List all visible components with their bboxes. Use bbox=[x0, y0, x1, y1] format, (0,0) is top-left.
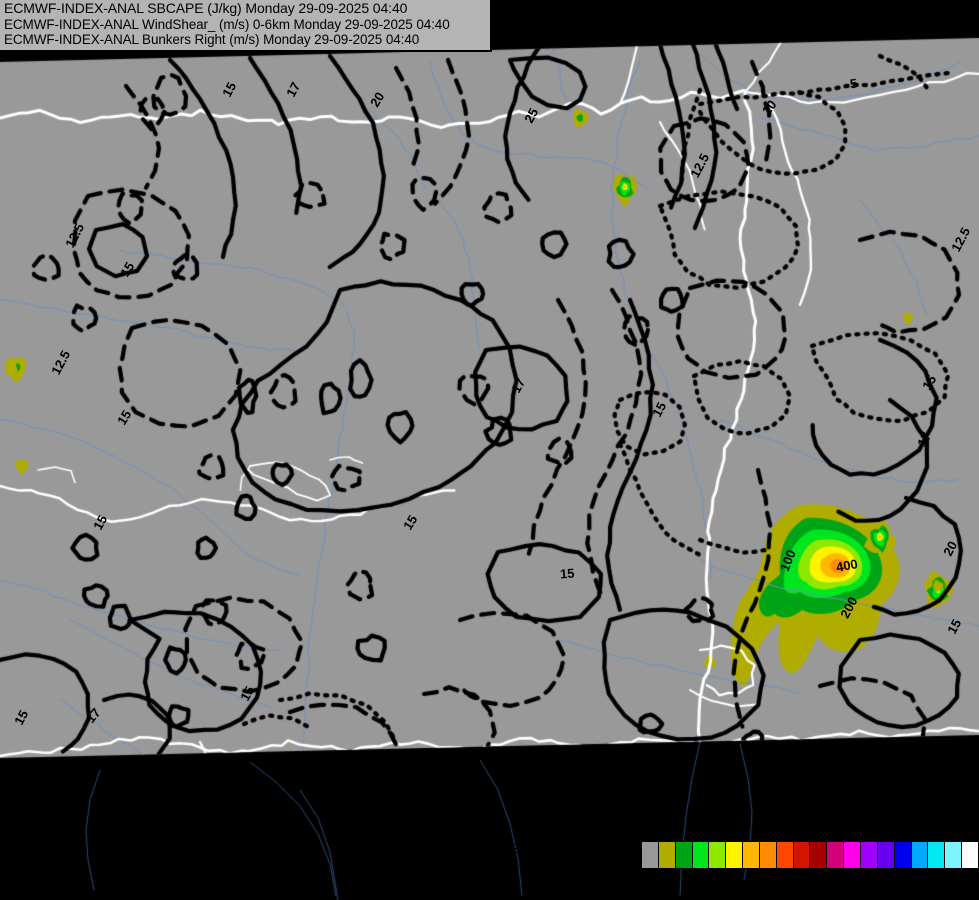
tick-mark bbox=[961, 869, 963, 874]
legend-swatch-500 bbox=[726, 842, 744, 868]
legend-bar-wrap: 100 300 500 700 900 1250 1750 2250 3000 5000 bbox=[641, 841, 979, 889]
legend-swatch-600 bbox=[743, 842, 760, 868]
legend-caption-model: ECMWF-INDEX-ANAL bbox=[509, 842, 637, 856]
tick-mark bbox=[792, 869, 794, 874]
legend-caption-param: CAPE bbox=[555, 856, 591, 871]
tick-label: 100 bbox=[647, 874, 669, 888]
legend-swatch-2000 bbox=[877, 842, 895, 868]
tick-mark bbox=[657, 869, 659, 874]
title-line-bunkers-right: ECMWF-INDEX-ANAL Bunkers Right (m/s) Mon… bbox=[4, 32, 420, 48]
legend-tick-700: 700 bbox=[749, 869, 770, 888]
legend-swatch-1750 bbox=[860, 842, 878, 868]
title-line-sbcape: ECMWF-INDEX-ANAL SBCAPE (J/kg) Monday 29… bbox=[4, 0, 408, 16]
tick-label: 3000 bbox=[914, 874, 943, 888]
tick-label: 5000 bbox=[948, 874, 976, 888]
legend-tick-1250: 1250 bbox=[813, 869, 841, 888]
legend-tick-2250: 2250 bbox=[880, 869, 909, 888]
legend-caption: ECMWF-INDEX-ANAL CAPE J/kg bbox=[508, 841, 638, 886]
tick-mark bbox=[826, 869, 828, 874]
legend-swatch-0 bbox=[642, 842, 659, 868]
tick-label: 900 bbox=[782, 874, 804, 888]
legend-swatch-2250 bbox=[894, 842, 912, 868]
tick-mark bbox=[927, 869, 929, 874]
legend-caption-units: J/kg bbox=[561, 871, 585, 885]
tick-mark bbox=[758, 869, 760, 874]
legend-tick-300: 300 bbox=[681, 869, 702, 888]
legend-swatch-400 bbox=[709, 842, 727, 868]
legend-swatch-1000 bbox=[810, 842, 828, 868]
legend-swatch-200 bbox=[675, 842, 693, 868]
legend-swatch-900 bbox=[793, 842, 811, 868]
legend-swatch-3000 bbox=[928, 842, 946, 868]
legend-tick-500: 500 bbox=[715, 869, 736, 888]
legend-swatch-800 bbox=[776, 842, 794, 868]
legend-swatch-1250 bbox=[827, 842, 845, 868]
tick-label: 1250 bbox=[812, 874, 841, 888]
cape-legend: ECMWF-INDEX-ANAL CAPE J/kg 100 300 500 700 9… bbox=[508, 841, 979, 889]
tick-mark bbox=[691, 869, 693, 874]
tick-mark bbox=[860, 869, 862, 874]
legend-tick-900: 900 bbox=[783, 869, 804, 888]
legend-tick-5000: 5000 bbox=[948, 869, 976, 888]
legend-tick-100: 100 bbox=[647, 869, 668, 888]
tick-label: 300 bbox=[681, 874, 703, 888]
tick-mark bbox=[724, 869, 726, 874]
legend-swatch-4000 bbox=[945, 842, 963, 868]
tick-label: 2250 bbox=[880, 874, 909, 888]
tick-label: 1750 bbox=[846, 874, 875, 888]
legend-swatch-5000 bbox=[962, 842, 978, 868]
legend-tick-3000: 3000 bbox=[914, 869, 942, 888]
title-line-windshear: ECMWF-INDEX-ANAL WindShear_ (m/s) 0-6km … bbox=[4, 16, 450, 32]
tick-label: 700 bbox=[748, 874, 770, 888]
legend-tick-1750: 1750 bbox=[847, 869, 875, 888]
legend-swatch-2500 bbox=[911, 842, 929, 868]
legend-swatch-700 bbox=[759, 842, 777, 868]
map-title-block: ECMWF-INDEX-ANAL SBCAPE (J/kg) Monday 29… bbox=[0, 0, 492, 52]
legend-swatch-300 bbox=[692, 842, 710, 868]
legend-tick-row: 100 300 500 700 900 1250 1750 2250 3000 5000 bbox=[641, 869, 979, 889]
tick-label: 500 bbox=[715, 874, 736, 888]
legend-swatch-1500 bbox=[844, 842, 861, 868]
legend-color-bar bbox=[641, 841, 979, 869]
legend-swatch-100 bbox=[658, 842, 676, 868]
tick-mark bbox=[894, 869, 895, 874]
